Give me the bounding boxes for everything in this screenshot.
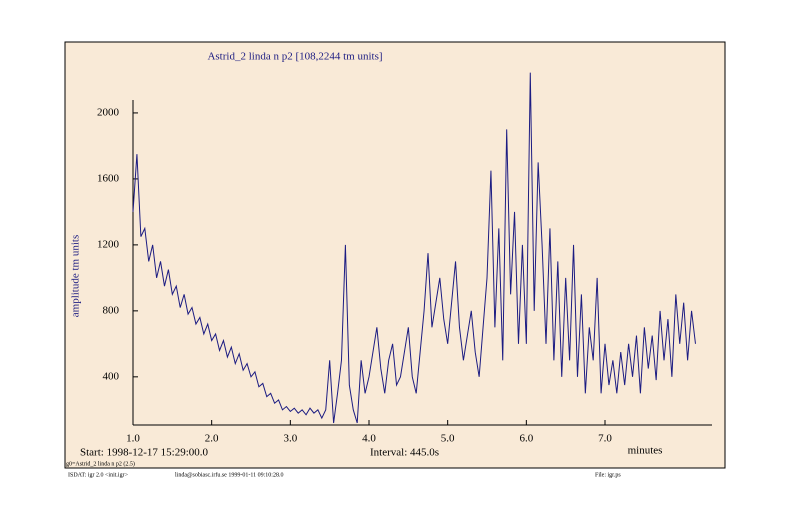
interval-label: Interval: 445.0s <box>370 447 439 459</box>
x-tick-label: 3.0 <box>283 433 297 445</box>
x-tick-label: 2.0 <box>205 433 219 445</box>
footer-left: ISDAT: igr 2.0 <init.igr> <box>68 472 129 478</box>
chart-title: Astrid_2 linda n p2 [108,2244 tm units] <box>207 51 382 63</box>
y-tick-label: 800 <box>103 304 120 316</box>
y-tick-label: 2000 <box>97 106 120 118</box>
footer-middle: linda@sobiasc.irfu.se 1999-01-11 09:10:2… <box>175 471 283 478</box>
x-tick-label: 4.0 <box>362 433 376 445</box>
y-axis-label: amplitude tm units <box>70 235 82 318</box>
start-label: Start: 1998-12-17 15:29:00.0 <box>80 447 209 459</box>
footer-right: File: igr.ps <box>595 472 621 478</box>
y-tick-label: 400 <box>103 370 120 382</box>
x-tick-label: 6.0 <box>519 433 533 445</box>
x-tick-label: 7.0 <box>598 433 612 445</box>
sub-note: g0=Astrid_2 linda n p2 (2.5) <box>66 460 135 467</box>
x-axis-label: minutes <box>628 445 663 457</box>
panel <box>64 41 726 469</box>
data-line <box>132 72 696 424</box>
x-tick-label: 5.0 <box>441 433 455 445</box>
y-tick-label: 1600 <box>97 172 120 184</box>
x-tick-label: 1.0 <box>126 433 140 445</box>
y-tick-label: 1200 <box>97 238 120 250</box>
